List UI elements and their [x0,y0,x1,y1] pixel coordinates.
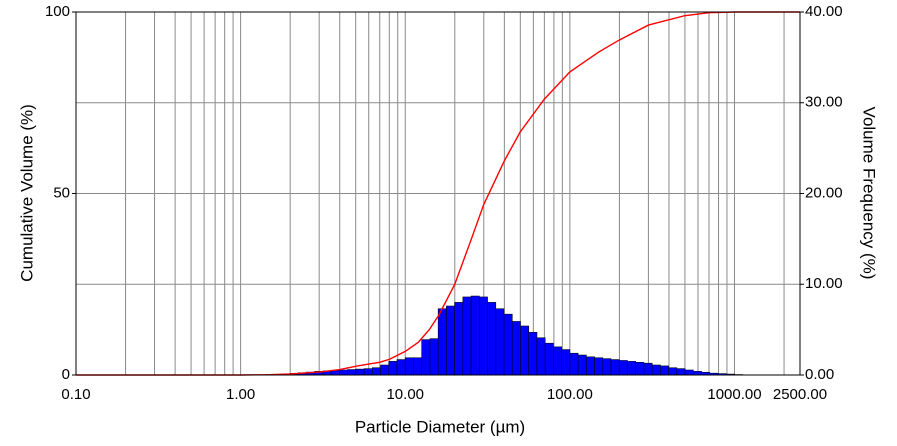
bar [644,363,652,375]
y-tick-label: 0 [62,366,70,383]
bar [455,302,463,375]
bar [446,306,454,375]
x-axis-label: Particle Diameter (µm) [355,417,525,436]
bar [479,297,487,375]
y-tick-label: 100 [45,3,70,20]
bar [553,347,561,375]
y2-tick-label: 20.00 [805,184,843,201]
x-tick-label: 2500.00 [773,386,827,403]
bar [488,302,496,375]
y2-tick-label: 0.00 [805,366,834,383]
x-tick-label: 100.00 [547,386,593,403]
x-tick-label: 0.10 [61,386,90,403]
bar [339,370,347,375]
bar [677,369,685,375]
bar [603,359,611,375]
bar [438,309,446,375]
bar [397,360,405,375]
x-tick-label: 10.00 [386,386,424,403]
bar [619,360,627,375]
bar [463,297,471,375]
bar [529,332,537,375]
bar [669,368,677,375]
bar [636,362,644,375]
bar [611,360,619,375]
bar [570,353,578,375]
y-tick-label: 50 [53,184,70,201]
bar [364,369,372,375]
bar [693,371,701,375]
x-tick-label: 1000.00 [707,386,761,403]
bar [520,326,528,375]
bar [545,343,553,375]
y-axis-label: Cumulative Volume (%) [17,104,36,282]
bar [586,357,594,375]
y2-axis-label: Volume Frequency (%) [860,107,879,280]
bar [381,365,389,375]
bar [578,355,586,375]
y2-tick-label: 10.00 [805,275,843,292]
bar [471,296,479,375]
bar [652,365,660,375]
x-tick-label: 1.00 [226,386,255,403]
bar [348,370,356,375]
bar [422,340,430,375]
bar [512,321,520,375]
bar [685,370,693,375]
y2-tick-label: 30.00 [805,94,843,111]
bar [537,338,545,375]
bar [372,368,380,375]
bar [405,358,413,375]
bar [389,361,397,375]
y2-tick-label: 40.00 [805,3,843,20]
bar [430,339,438,375]
bar [356,369,364,375]
bar [504,314,512,375]
bar [627,361,635,375]
bar [660,366,668,375]
bar [595,358,603,375]
bar [562,350,570,375]
bar [413,358,421,375]
bar [496,309,504,375]
